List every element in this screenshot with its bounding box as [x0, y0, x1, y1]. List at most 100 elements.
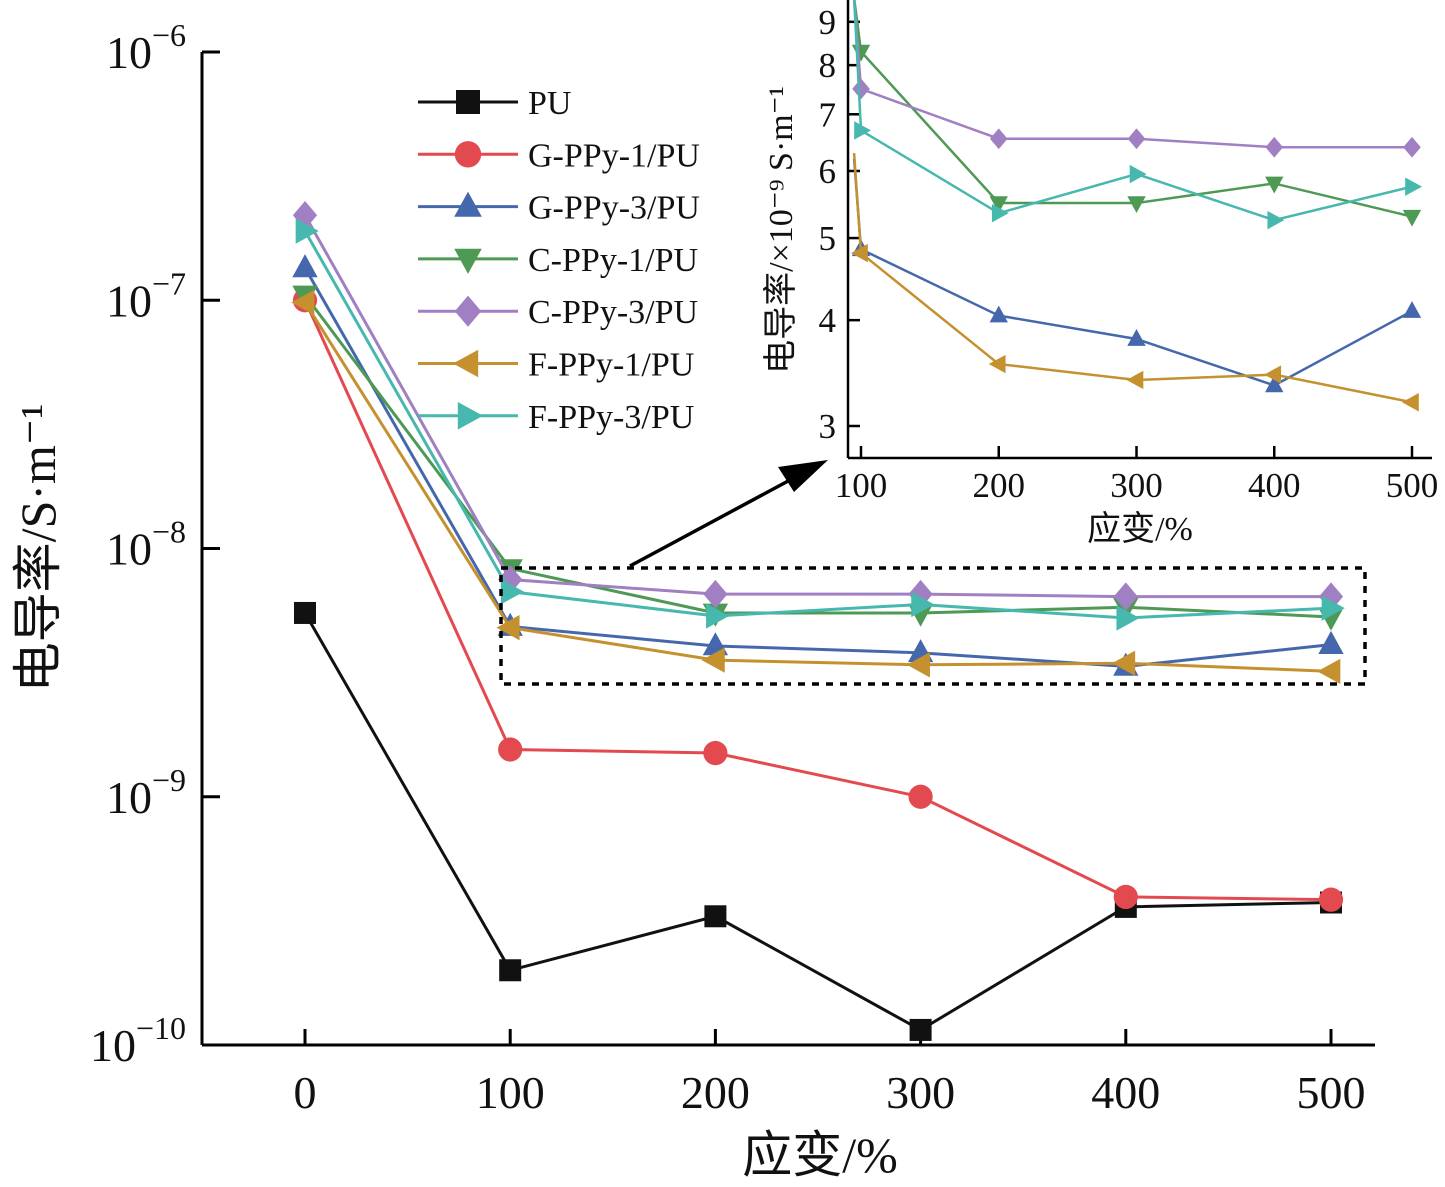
legend-swatch-marker [454, 295, 482, 327]
legend-label: G-PPy-3/PU [528, 190, 700, 227]
inset-data-point [1402, 393, 1419, 412]
inset-series-C-PPy-3/PU [852, 0, 1421, 158]
inset-data-point [854, 121, 871, 140]
inset-y-tick-label: 3 [819, 407, 837, 446]
inset-data-point [1264, 365, 1282, 384]
data-point [1112, 650, 1136, 676]
data-point [499, 959, 522, 982]
data-point [704, 905, 727, 928]
inset-data-point [1402, 209, 1422, 227]
inset-data-point [1265, 176, 1284, 194]
inset-data-point [989, 196, 1008, 213]
main-plot: 10−10 10−9 10−8 10−7 10−6 0 100 200 300 400 500 应变/… [10, 17, 1375, 1183]
series-F-PPy-3/PU [295, 218, 1345, 631]
x-tick-label: 400 [1091, 1067, 1160, 1118]
inset-data-point [1127, 128, 1146, 150]
inset-y-tick-label: 7 [819, 95, 837, 134]
x-axis-title: 应变/% [742, 1127, 898, 1182]
legend-item-G-PPy-1/PU: G-PPy-1/PU [418, 137, 700, 174]
inset-series-line [853, 0, 1413, 218]
series-line [303, 301, 1332, 673]
inset-x-axis-title: 应变/% [1087, 510, 1193, 548]
legend-label: G-PPy-1/PU [528, 137, 700, 174]
x-tick-label: 100 [476, 1067, 545, 1118]
legend-item-C-PPy-3/PU: C-PPy-3/PU [418, 294, 698, 331]
y-tick-label: 10−10 [90, 1010, 186, 1071]
data-point [498, 737, 523, 762]
x-tick-label: 500 [1297, 1067, 1366, 1118]
series-F-PPy-1/PU [291, 289, 1341, 684]
series-line [303, 230, 1332, 620]
inset-data-point [989, 128, 1008, 150]
series-line [303, 214, 1331, 599]
inset-data-point [1405, 177, 1422, 196]
data-point [911, 591, 935, 618]
y-tick-label: 10−7 [106, 265, 186, 326]
inset-data-point [1127, 329, 1146, 346]
legend: PU G-PPy-1/PU G-PPy-3/PU C-PPy-1/PU C-PPy-3/… [418, 85, 700, 436]
inset-series-G-PPy-3/PU [851, 158, 1422, 393]
legend-label: C-PPy-3/PU [528, 294, 698, 331]
inset-series-F-PPy-3/PU [852, 0, 1422, 230]
inset-y-tick-label: 9 [819, 3, 837, 42]
legend-swatch-marker [456, 90, 480, 114]
inset-x-tick-label: 400 [1248, 466, 1301, 505]
y-tick-label: 10−6 [106, 17, 186, 78]
series-PU [294, 601, 1342, 1041]
inset-data-point [852, 78, 870, 100]
inset-y-tick-label: 8 [819, 46, 837, 85]
zoom-indicator [499, 460, 1367, 686]
inset-x-tick-label: 100 [835, 466, 888, 505]
inset-data-point [1129, 164, 1147, 184]
series-C-PPy-3/PU [292, 200, 1344, 611]
data-point [703, 740, 728, 766]
legend-label: C-PPy-1/PU [528, 242, 698, 279]
legend-swatch-marker [453, 349, 479, 378]
legend-label: F-PPy-3/PU [528, 399, 694, 436]
data-point [1113, 884, 1138, 909]
legend-swatch-marker [454, 248, 482, 274]
inset-x-tick-label: 300 [1110, 466, 1163, 505]
data-point [706, 603, 730, 629]
inset-y-tick-label: 6 [819, 152, 837, 191]
inset-plot: 3 4 5 6 7 8 9 100 200 300 400 500 应变/% 电导率/×10⁻⁹ S·m⁻… [762, 0, 1438, 548]
inset-data-point [1402, 301, 1422, 318]
inset-data-point [1267, 210, 1285, 230]
data-point [1318, 630, 1344, 654]
inset-x-tick-label: 200 [973, 466, 1026, 505]
data-point [1321, 595, 1345, 621]
inset-y-tick-label: 4 [819, 301, 837, 340]
y-axis-title: 电导率/S·m⁻¹ [10, 404, 66, 693]
inset-data-point [1265, 136, 1284, 158]
series-line [303, 612, 1332, 1032]
inset-data-point [988, 354, 1006, 374]
x-tick-label: 200 [681, 1067, 750, 1118]
data-point [1318, 887, 1344, 912]
legend-swatch-marker [457, 402, 483, 430]
legend-item-G-PPy-3/PU: G-PPy-3/PU [418, 190, 700, 227]
data-point [294, 601, 316, 624]
y-tick-label: 10−9 [106, 762, 186, 823]
data-point [1318, 582, 1344, 611]
inset-x-tick-label: 500 [1386, 466, 1439, 505]
inset-series-C-PPy-1/PU [851, 0, 1422, 227]
legend-label: PU [528, 85, 571, 122]
data-point [1116, 605, 1140, 631]
data-point [292, 254, 318, 278]
data-point [909, 1018, 932, 1041]
legend-item-F-PPy-1/PU: F-PPy-1/PU [418, 347, 694, 384]
data-point [496, 614, 520, 641]
legend-swatch-marker [454, 141, 482, 168]
legend-swatch-marker [454, 191, 482, 217]
inset-series-line [852, 152, 1413, 404]
series-line [303, 299, 1332, 902]
inset-data-point [1127, 196, 1146, 213]
series-line [303, 267, 1332, 668]
inset-y-axis-title: 电导率/×10⁻⁹ S·m⁻¹ [762, 86, 800, 374]
series-line [303, 294, 1332, 619]
data-point [908, 784, 933, 809]
inset-data-point [1126, 370, 1144, 390]
data-point [1317, 658, 1341, 684]
